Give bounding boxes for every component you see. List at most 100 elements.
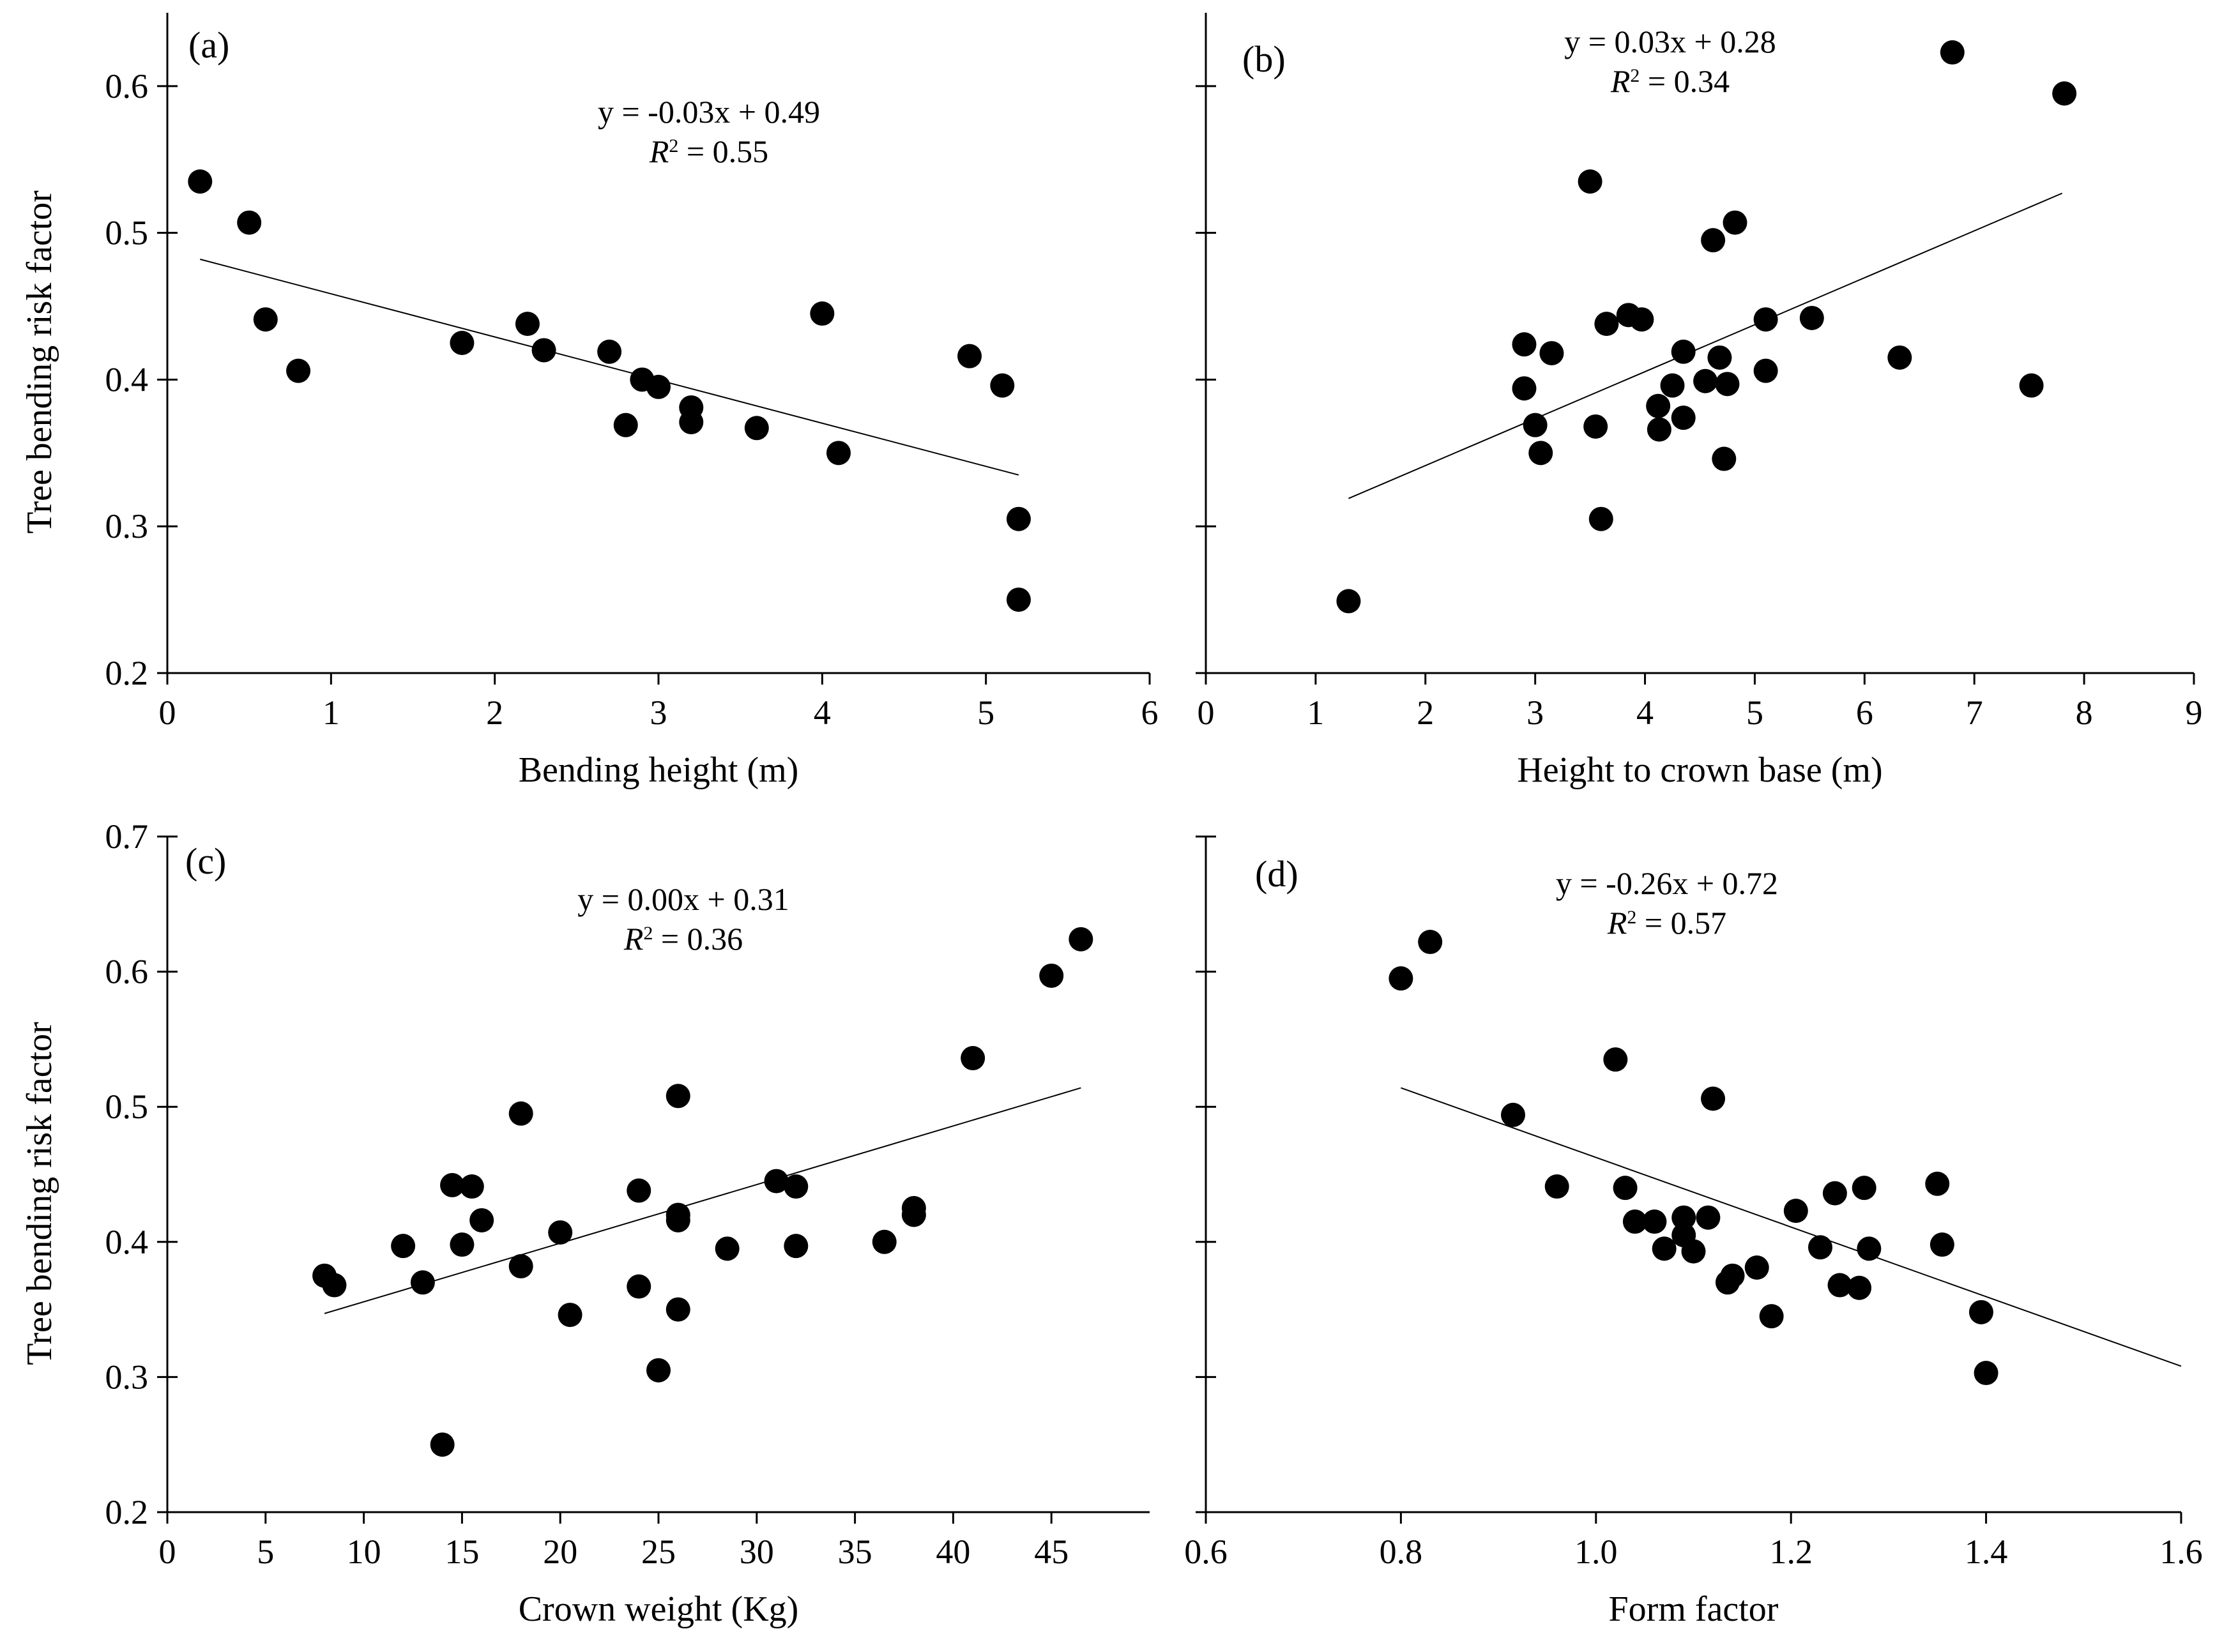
data-point bbox=[1744, 1255, 1769, 1280]
data-point bbox=[679, 410, 704, 435]
r-squared: R2 = 0.57 bbox=[1607, 905, 1726, 941]
x-tick-label: 20 bbox=[543, 1533, 577, 1571]
data-point bbox=[1671, 339, 1696, 364]
data-point bbox=[1613, 1176, 1638, 1201]
trendline bbox=[1348, 192, 2063, 499]
data-point bbox=[1006, 587, 1031, 612]
r-squared-symbol: R bbox=[1610, 63, 1631, 99]
regression-equation: y = -0.03x + 0.49 bbox=[598, 94, 820, 130]
data-point bbox=[764, 1169, 789, 1194]
data-point bbox=[1039, 963, 1064, 988]
data-point bbox=[1822, 1181, 1847, 1206]
data-point bbox=[1925, 1171, 1950, 1196]
data-point bbox=[1588, 506, 1613, 531]
data-point bbox=[1523, 413, 1548, 437]
x-tick-label: 5 bbox=[977, 693, 994, 732]
data-point bbox=[1336, 589, 1361, 614]
data-point bbox=[508, 1101, 533, 1126]
r-squared-value: = 0.36 bbox=[653, 921, 743, 957]
panel-label: (c) bbox=[185, 840, 226, 882]
x-tick-label: 15 bbox=[445, 1533, 479, 1571]
data-point bbox=[1594, 312, 1619, 337]
regression-equation: y = -0.26x + 0.72 bbox=[1556, 865, 1778, 901]
x-tick-label: 40 bbox=[936, 1533, 970, 1571]
data-point bbox=[613, 413, 638, 437]
data-point bbox=[548, 1220, 573, 1245]
data-point bbox=[1974, 1361, 1998, 1386]
trendline bbox=[1401, 1087, 2182, 1367]
data-point bbox=[1512, 332, 1537, 357]
regression-equation: y = 0.03x + 0.28 bbox=[1564, 24, 1776, 59]
x-tick-label: 0 bbox=[159, 693, 176, 732]
data-point bbox=[1783, 1199, 1808, 1224]
data-point bbox=[1701, 228, 1726, 253]
data-point bbox=[1723, 210, 1747, 235]
data-point bbox=[744, 416, 769, 441]
data-point bbox=[515, 312, 540, 337]
x-tick-label: 1.4 bbox=[1965, 1533, 2008, 1571]
data-point bbox=[1715, 372, 1740, 397]
x-tick-label: 8 bbox=[2076, 693, 2093, 732]
data-point bbox=[1583, 414, 1608, 439]
data-point bbox=[1544, 1174, 1569, 1199]
data-point bbox=[508, 1254, 533, 1278]
data-point bbox=[1629, 307, 1654, 332]
r-squared-symbol: R bbox=[1607, 905, 1627, 941]
y-axis-title: Tree bending risk factor bbox=[20, 190, 59, 534]
data-point bbox=[784, 1174, 809, 1199]
y-axis-title: Tree bending risk factor bbox=[20, 1022, 59, 1365]
x-tick-label: 0.8 bbox=[1380, 1533, 1423, 1571]
y-tick-label: 0.3 bbox=[105, 507, 149, 545]
x-tick-label: 3 bbox=[1526, 693, 1544, 732]
r-squared-superscript: 2 bbox=[1630, 65, 1640, 86]
y-tick-label: 0.2 bbox=[105, 1493, 149, 1531]
x-tick-label: 1.0 bbox=[1574, 1533, 1618, 1571]
data-point bbox=[558, 1303, 582, 1328]
data-point bbox=[1712, 446, 1737, 471]
data-point bbox=[784, 1234, 809, 1259]
data-point bbox=[1753, 358, 1778, 383]
r-squared-value: = 0.57 bbox=[1636, 905, 1726, 941]
data-point bbox=[666, 1297, 690, 1322]
data-point bbox=[1940, 40, 1965, 65]
data-point bbox=[1069, 927, 1093, 951]
x-tick-label: 3 bbox=[650, 693, 667, 732]
data-point bbox=[1652, 1236, 1677, 1261]
y-tick-label: 0.4 bbox=[105, 1223, 149, 1261]
data-point bbox=[1707, 345, 1732, 370]
data-point bbox=[901, 1202, 926, 1227]
data-point bbox=[322, 1273, 347, 1298]
data-point bbox=[237, 210, 262, 235]
y-tick-label: 0.5 bbox=[105, 1087, 149, 1126]
panel-label: (d) bbox=[1255, 853, 1298, 895]
data-point bbox=[1528, 441, 1553, 466]
data-point bbox=[440, 1172, 465, 1197]
x-tick-label: 35 bbox=[838, 1533, 872, 1571]
data-point bbox=[1720, 1263, 1745, 1288]
data-point bbox=[1578, 169, 1602, 194]
x-tick-label: 10 bbox=[347, 1533, 381, 1571]
data-point bbox=[872, 1229, 897, 1254]
data-point bbox=[1759, 1304, 1784, 1329]
data-point bbox=[715, 1236, 740, 1261]
x-tick-label: 30 bbox=[740, 1533, 774, 1571]
data-point bbox=[450, 331, 475, 355]
data-point bbox=[469, 1208, 494, 1232]
data-point bbox=[1681, 1239, 1706, 1264]
data-point bbox=[1418, 930, 1443, 955]
x-axis-title: Height to crown base (m) bbox=[1517, 750, 1882, 790]
data-point bbox=[1808, 1235, 1833, 1260]
y-tick-label: 0.7 bbox=[105, 817, 149, 856]
data-point bbox=[391, 1234, 416, 1259]
data-point bbox=[1671, 405, 1696, 430]
y-tick-label: 0.6 bbox=[105, 67, 149, 105]
x-tick-label: 6 bbox=[1856, 693, 1873, 732]
x-tick-label: 0 bbox=[1198, 693, 1215, 732]
trendline bbox=[324, 1087, 1081, 1314]
x-tick-label: 4 bbox=[1636, 693, 1654, 732]
data-point bbox=[1603, 1047, 1628, 1072]
data-point bbox=[957, 344, 982, 368]
x-tick-label: 1 bbox=[1307, 693, 1324, 732]
data-point bbox=[1753, 307, 1778, 332]
data-point bbox=[961, 1046, 985, 1071]
